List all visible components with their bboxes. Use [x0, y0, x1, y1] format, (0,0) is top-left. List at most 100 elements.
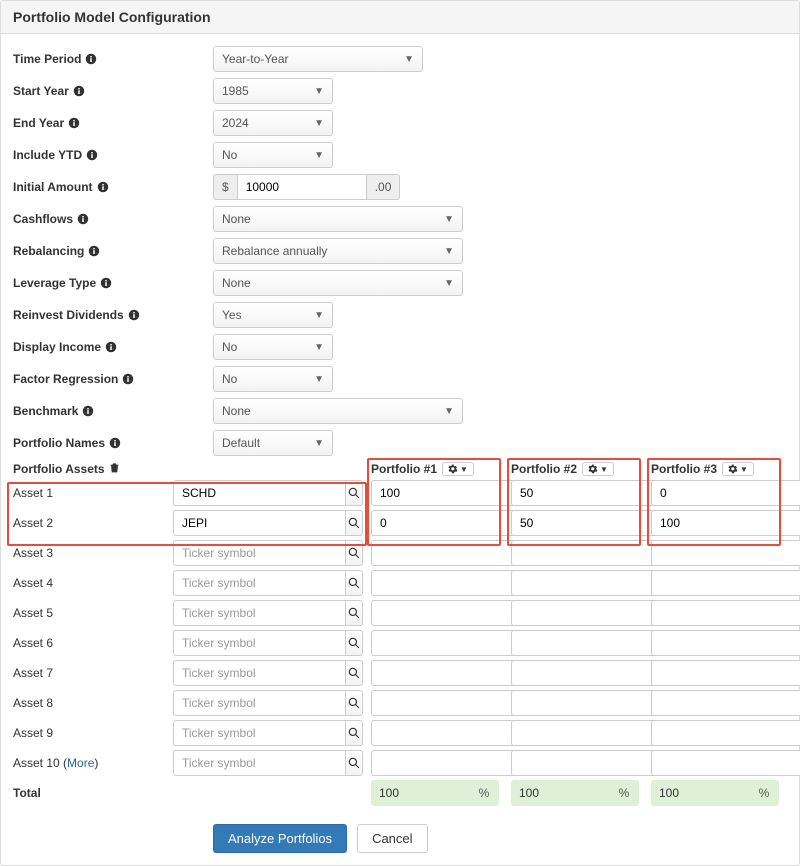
- initial-amount-label: Initial Amount: [13, 180, 93, 194]
- asset-label: Asset 5: [13, 606, 173, 620]
- portfolio-header-3: Portfolio #3▼: [651, 462, 779, 476]
- end-year-select[interactable]: 2024▼: [213, 110, 333, 136]
- initial-amount-input[interactable]: [237, 174, 367, 200]
- info-icon[interactable]: [73, 85, 85, 97]
- search-icon[interactable]: [345, 750, 363, 776]
- info-icon[interactable]: [68, 117, 80, 129]
- search-icon[interactable]: [345, 660, 363, 686]
- ticker-input[interactable]: [173, 570, 345, 596]
- portfolio-header-2: Portfolio #2▼: [511, 462, 639, 476]
- ticker-input[interactable]: [173, 720, 345, 746]
- alloc-input-p3[interactable]: [651, 720, 800, 746]
- ticker-input[interactable]: [173, 630, 345, 656]
- asset-row: Asset 5%%%: [13, 600, 787, 626]
- cancel-button[interactable]: Cancel: [357, 824, 427, 853]
- portfolio-names-label: Portfolio Names: [13, 436, 105, 450]
- info-icon[interactable]: [105, 341, 117, 353]
- alloc-input-p3[interactable]: [651, 540, 800, 566]
- display-income-label: Display Income: [13, 340, 101, 354]
- search-icon[interactable]: [345, 630, 363, 656]
- ticker-input[interactable]: [173, 480, 345, 506]
- ticker-input[interactable]: [173, 540, 345, 566]
- asset-row: Asset 7%%%: [13, 660, 787, 686]
- asset-row: Asset 3%%%: [13, 540, 787, 566]
- search-icon[interactable]: [345, 480, 363, 506]
- alloc-input-p3[interactable]: [651, 750, 800, 776]
- info-icon[interactable]: [128, 309, 140, 321]
- gear-icon[interactable]: ▼: [722, 462, 754, 476]
- ticker-input[interactable]: [173, 660, 345, 686]
- info-icon[interactable]: [82, 405, 94, 417]
- time-period-select[interactable]: Year-to-Year▼: [213, 46, 423, 72]
- benchmark-label: Benchmark: [13, 404, 78, 418]
- total-cell-p1: 100%: [371, 780, 499, 806]
- cashflows-label: Cashflows: [13, 212, 73, 226]
- search-icon[interactable]: [345, 720, 363, 746]
- reinvest-select[interactable]: Yes▼: [213, 302, 333, 328]
- ticker-input[interactable]: [173, 510, 345, 536]
- portfolio-assets-label: Portfolio Assets: [13, 462, 105, 476]
- initial-amount-group: $ .00: [213, 174, 400, 200]
- info-icon[interactable]: [109, 437, 121, 449]
- info-icon[interactable]: [88, 245, 100, 257]
- asset-label: Asset 1: [13, 486, 173, 500]
- config-panel: Portfolio Model Configuration Time Perio…: [0, 0, 800, 866]
- info-icon[interactable]: [100, 277, 112, 289]
- currency-suffix: .00: [367, 174, 401, 200]
- start-year-label: Start Year: [13, 84, 69, 98]
- include-ytd-select[interactable]: No▼: [213, 142, 333, 168]
- asset-row: Asset 8%%%: [13, 690, 787, 716]
- currency-prefix: $: [213, 174, 237, 200]
- trash-icon[interactable]: [109, 462, 120, 476]
- asset-label: Asset 10: [13, 756, 63, 770]
- asset-label: Asset 2: [13, 516, 173, 530]
- alloc-input-p3[interactable]: [651, 570, 800, 596]
- benchmark-select[interactable]: None▼: [213, 398, 463, 424]
- leverage-label: Leverage Type: [13, 276, 96, 290]
- alloc-input-p3[interactable]: [651, 690, 800, 716]
- asset-label: Asset 9: [13, 726, 173, 740]
- info-icon[interactable]: [122, 373, 134, 385]
- analyze-button[interactable]: Analyze Portfolios: [213, 824, 347, 853]
- panel-body: Time Period Year-to-Year▼ Start Year 198…: [1, 34, 799, 865]
- cashflows-select[interactable]: None▼: [213, 206, 463, 232]
- factor-regression-select[interactable]: No▼: [213, 366, 333, 392]
- include-ytd-label: Include YTD: [13, 148, 82, 162]
- display-income-select[interactable]: No▼: [213, 334, 333, 360]
- search-icon[interactable]: [345, 540, 363, 566]
- search-icon[interactable]: [345, 600, 363, 626]
- asset-row: Asset 4%%%: [13, 570, 787, 596]
- search-icon[interactable]: [345, 570, 363, 596]
- asset-row: Asset 1%%%: [13, 480, 787, 506]
- time-period-label: Time Period: [13, 52, 81, 66]
- asset-row: Asset 6%%%: [13, 630, 787, 656]
- ticker-input[interactable]: [173, 600, 345, 626]
- alloc-input-p3[interactable]: [651, 480, 800, 506]
- gear-icon[interactable]: ▼: [582, 462, 614, 476]
- info-icon[interactable]: [77, 213, 89, 225]
- leverage-select[interactable]: None▼: [213, 270, 463, 296]
- asset-row: Asset 10 (More)%%%: [13, 750, 787, 776]
- alloc-input-p3[interactable]: [651, 630, 800, 656]
- asset-row: Asset 9%%%: [13, 720, 787, 746]
- alloc-input-p3[interactable]: [651, 510, 800, 536]
- ticker-input[interactable]: [173, 690, 345, 716]
- search-icon[interactable]: [345, 690, 363, 716]
- portfolio-header-1: Portfolio #1▼: [371, 462, 499, 476]
- info-icon[interactable]: [85, 53, 97, 65]
- info-icon[interactable]: [86, 149, 98, 161]
- alloc-input-p3[interactable]: [651, 600, 800, 626]
- total-label: Total: [13, 786, 173, 800]
- ticker-input[interactable]: [173, 750, 345, 776]
- total-cell-p3: 100%: [651, 780, 779, 806]
- total-cell-p2: 100%: [511, 780, 639, 806]
- alloc-input-p3[interactable]: [651, 660, 800, 686]
- search-icon[interactable]: [345, 510, 363, 536]
- rebalancing-select[interactable]: Rebalance annually▼: [213, 238, 463, 264]
- portfolio-names-select[interactable]: Default▼: [213, 430, 333, 456]
- gear-icon[interactable]: ▼: [442, 462, 474, 476]
- start-year-select[interactable]: 1985▼: [213, 78, 333, 104]
- info-icon[interactable]: [97, 181, 109, 193]
- asset-label: Asset 4: [13, 576, 173, 590]
- more-link[interactable]: More: [67, 756, 94, 770]
